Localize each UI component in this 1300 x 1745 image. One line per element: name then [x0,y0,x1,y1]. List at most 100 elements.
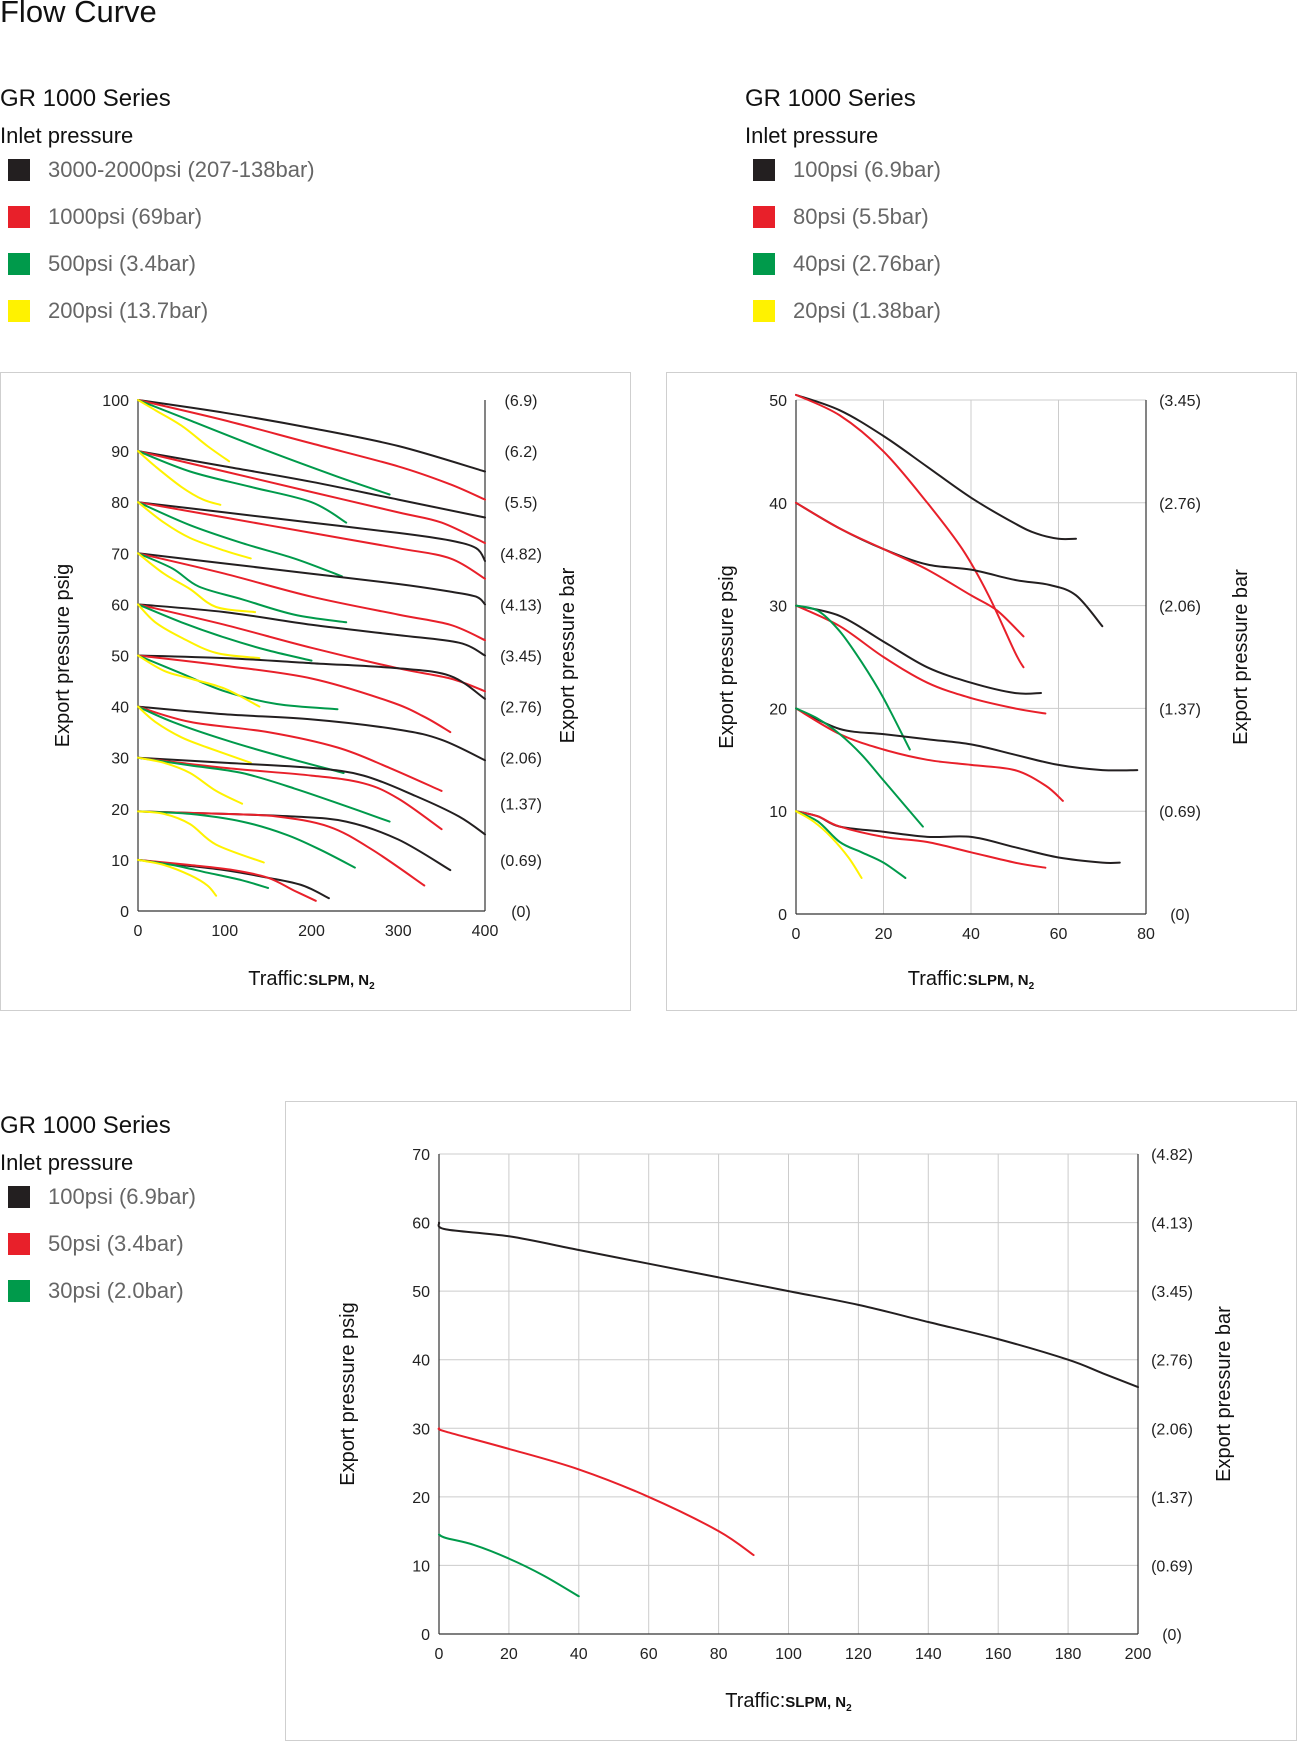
legend-swatch [8,1233,30,1255]
x-axis-unit: SLPM, N [308,972,369,989]
x-tick-label: 140 [915,1646,942,1663]
series-line [137,501,486,580]
y-tick-label: 40 [412,1353,430,1370]
series-line [137,450,222,506]
chart-svg: 0 10 20 30 40 50 0 20 40 60 80 (0) (0.69) (1.37) (2.06… [716,393,1252,992]
x-axis-unit-subscript: 2 [846,1703,852,1714]
series-line [137,552,348,624]
legend-item: 200psi (13.7bar) [0,298,315,324]
series-line [137,654,261,708]
series-line [437,1427,755,1557]
right-tick-label: (4.13) [500,597,542,614]
x-tick-label: 40 [962,926,980,943]
right-tick-label: (1.37) [1151,1490,1193,1507]
x-tick-label: 200 [1125,1646,1152,1663]
series-line [795,393,1077,541]
series-line [137,810,356,869]
series-line [137,399,486,473]
x-tick-label: 20 [875,926,893,943]
right-tick-label: (2.06) [1151,1421,1193,1438]
legend-swatch [753,159,775,181]
chart-svg: 0 10 20 30 40 50 60 70 0 20 40 60 80 100 120 140 160 180 2… [337,1147,1235,1714]
series-line [137,603,261,660]
y-tick-label: 30 [769,599,787,616]
y-tick-label: 0 [120,904,129,921]
y-tick-label: 0 [421,1627,430,1644]
flow-chart-3: 0 10 20 30 40 50 60 70 0 20 40 60 80 100 120 140 160 180 2… [285,1101,1297,1741]
series-line [137,450,348,524]
y-axis-title-right: Export pressure bar [1213,1306,1235,1482]
series-line [137,501,486,562]
right-tick-label: (2.76) [1159,496,1201,513]
legend-item: 100psi (6.9bar) [745,157,941,183]
series-line [795,707,924,828]
x-axis-title: Traffic:SLPM, N2 [248,968,375,992]
x-tick-label: 80 [710,1646,728,1663]
right-tick-label: (2.06) [500,751,542,768]
legend-chart-2: GR 1000 Series Inlet pressure 100psi (6.… [745,85,941,324]
y-axis-title-left: Export pressure psig [337,1302,359,1485]
x-tick-label: 120 [845,1646,872,1663]
legend-label: 3000-2000psi (207-138bar) [48,157,315,182]
right-tick-label: (2.76) [500,700,542,717]
series-line [795,393,1025,669]
x-axis-title: Traffic:SLPM, N2 [725,1690,852,1714]
series-line [137,810,426,887]
legend-swatch [8,206,30,228]
series-line [795,604,1042,695]
x-axis-unit: SLPM, N [785,1694,846,1711]
y-axis-title-right: Export pressure bar [1230,569,1252,745]
y-tick-label: 100 [102,393,129,410]
x-axis-title-text: Traffic: [908,968,968,990]
y-tick-label: 80 [111,495,129,512]
flow-chart-1: 0 10 20 30 40 50 60 70 80 90 100 0 100 200 300 400 (0) (0… [0,372,631,1011]
series-line [137,756,244,805]
series-line [137,756,443,831]
right-tick-label: (3.45) [500,649,542,666]
series-line [795,707,1064,802]
legend-item: 3000-2000psi (207-138bar) [0,157,315,183]
y-tick-label: 30 [412,1421,430,1438]
series-line [137,450,486,545]
series-line [137,450,486,519]
right-tick-label: (0) [1162,1627,1182,1644]
legend-item: 1000psi (69bar) [0,204,315,230]
x-tick-label: 100 [211,923,238,940]
right-tick-label: (6.9) [505,393,538,410]
legend-item: 100psi (6.9bar) [0,1184,196,1210]
y-tick-label: 60 [412,1216,430,1233]
series-line [137,399,391,496]
y-tick-label: 50 [412,1284,430,1301]
series-line [137,603,486,657]
y-tick-label: 10 [111,853,129,870]
legend-chart-3: GR 1000 Series Inlet pressure 100psi (6.… [0,1112,196,1304]
legend-item: 40psi (2.76bar) [745,251,941,277]
right-tick-label: (5.5) [505,495,538,512]
x-tick-label: 40 [570,1646,588,1663]
series-line [795,501,1025,638]
legend-label: 80psi (5.5bar) [793,204,929,229]
series-line [137,705,252,764]
series-line [137,654,339,711]
series-line [137,756,391,823]
series-line [137,705,486,762]
series-line [137,654,452,734]
legend-swatch [8,1186,30,1208]
right-tick-label: (2.06) [1159,599,1201,616]
right-tick-label: (1.37) [1159,701,1201,718]
legend-label: 50psi (3.4bar) [48,1231,184,1256]
x-tick-label: 80 [1137,926,1155,943]
x-tick-label: 0 [792,926,801,943]
right-tick-label: (1.37) [500,797,542,814]
legend-swatch [753,253,775,275]
y-tick-label: 90 [111,444,129,461]
y-tick-label: 60 [111,597,129,614]
series-line [137,756,486,836]
series-line [437,1221,1139,1389]
right-tick-label: (0) [511,904,531,921]
legend-chart-1: GR 1000 Series Inlet pressure 3000-2000p… [0,85,315,324]
x-tick-label: 400 [472,923,499,940]
chart-svg: 0 10 20 30 40 50 60 70 80 90 100 0 100 200 300 400 (0) (0… [52,393,579,992]
legend-subtitle: Inlet pressure [0,123,134,148]
x-axis-title: Traffic:SLPM, N2 [908,968,1035,992]
